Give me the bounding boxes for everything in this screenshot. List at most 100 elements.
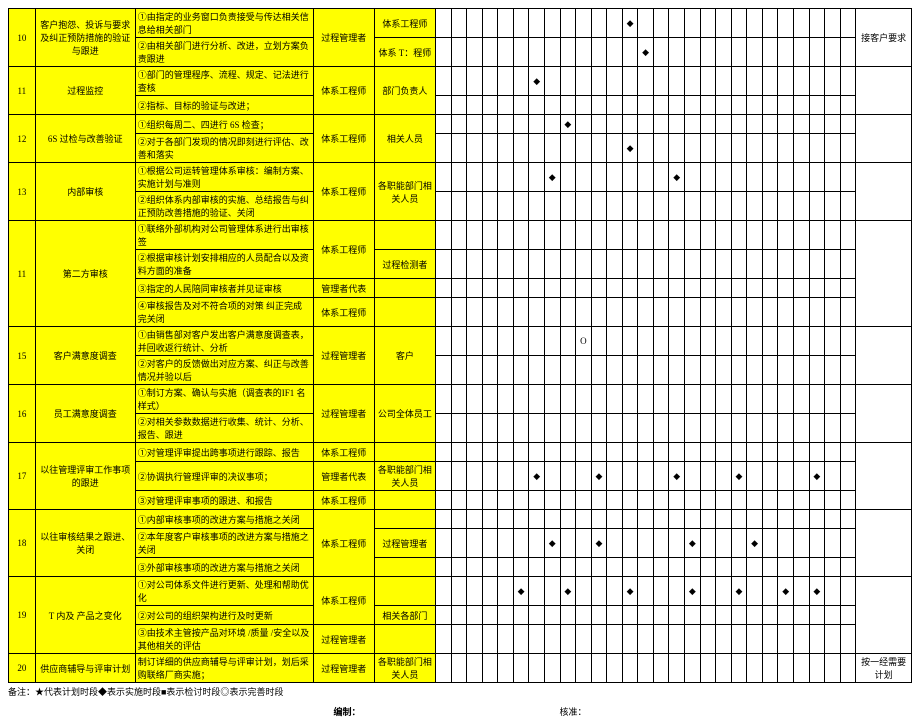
grid-cell [513,462,529,491]
grid-cell [778,385,794,414]
resp-2: 过程管理者 [374,529,435,558]
grid-cell [762,192,778,221]
grid-cell [762,625,778,654]
grid-cell [513,414,529,443]
grid-cell [716,356,732,385]
grid-cell [451,163,467,192]
grid-cell [638,625,654,654]
row-title: 内部审核 [35,163,135,221]
row-no: 16 [9,385,36,443]
grid-cell [685,356,701,385]
grid-cell [622,279,638,298]
grid-cell [544,221,560,250]
grid-cell [793,491,809,510]
grid-cell [638,558,654,577]
grid-cell [467,38,483,67]
grid-cell [685,115,701,134]
grid-cell [607,577,623,606]
sig-approve: 核准： [460,702,686,720]
grid-cell [544,115,560,134]
grid-cell [591,654,607,683]
grid-cell [809,558,825,577]
grid-cell [840,625,856,654]
grid-cell [467,654,483,683]
grid-cell [669,491,685,510]
grid-cell [436,462,452,491]
grid-cell [778,115,794,134]
grid-cell [840,529,856,558]
grid-cell [700,134,716,163]
grid-cell [451,9,467,38]
grid-cell [747,67,763,96]
grid-cell: ◆ [731,577,747,606]
grid-cell [482,510,498,529]
grid-cell [778,606,794,625]
grid-cell [607,414,623,443]
grid-cell [762,9,778,38]
grid-cell [560,385,576,414]
grid-cell [498,250,514,279]
grid-cell [638,115,654,134]
grid-cell [840,654,856,683]
grid-cell [591,625,607,654]
grid-cell [451,491,467,510]
resp-1: 体系工程师 [313,491,374,510]
resp-1: 过程管理者 [313,9,374,67]
grid-cell [840,327,856,356]
grid-cell [560,134,576,163]
grid-cell [762,250,778,279]
grid-cell [731,115,747,134]
grid-cell [809,9,825,38]
grid-cell [716,327,732,356]
grid-cell [653,414,669,443]
grid-cell [762,385,778,414]
grid-cell [467,250,483,279]
grid-cell [840,134,856,163]
grid-cell [560,38,576,67]
grid-cell [685,163,701,192]
grid-cell [498,625,514,654]
grid-cell [622,414,638,443]
grid-cell [451,529,467,558]
grid-cell [716,67,732,96]
grid-cell [825,606,841,625]
grid-cell [560,356,576,385]
grid-cell [793,443,809,462]
grid-cell [653,558,669,577]
resp-2 [374,298,435,327]
grid-cell [825,356,841,385]
resp-2 [374,221,435,250]
grid-cell [622,510,638,529]
grid-cell [700,115,716,134]
grid-cell [607,279,623,298]
item-desc: ③对管理评审事项的跟进、和报告 [135,491,313,510]
grid-cell [793,67,809,96]
item-desc: ②协调执行管理评审的决议事项； [135,462,313,491]
grid-cell [793,414,809,443]
grid-cell [544,134,560,163]
grid-cell [825,414,841,443]
row-no: 15 [9,327,36,385]
grid-cell [498,654,514,683]
grid-cell [513,606,529,625]
grid-cell [653,96,669,115]
resp-2 [374,443,435,462]
grid-cell [762,414,778,443]
grid-cell [482,327,498,356]
grid-cell [731,356,747,385]
row-title: 以往管理评审工作事项的跟进 [35,443,135,510]
grid-cell: ◆ [544,163,560,192]
grid-cell [840,9,856,38]
grid-cell [778,221,794,250]
grid-cell [653,9,669,38]
grid-cell [513,385,529,414]
grid-cell [482,558,498,577]
grid-cell [467,385,483,414]
grid-cell [544,414,560,443]
grid-cell [653,163,669,192]
grid-cell [529,9,545,38]
grid-cell [498,385,514,414]
grid-cell [607,625,623,654]
grid-cell [716,298,732,327]
grid-cell [498,510,514,529]
